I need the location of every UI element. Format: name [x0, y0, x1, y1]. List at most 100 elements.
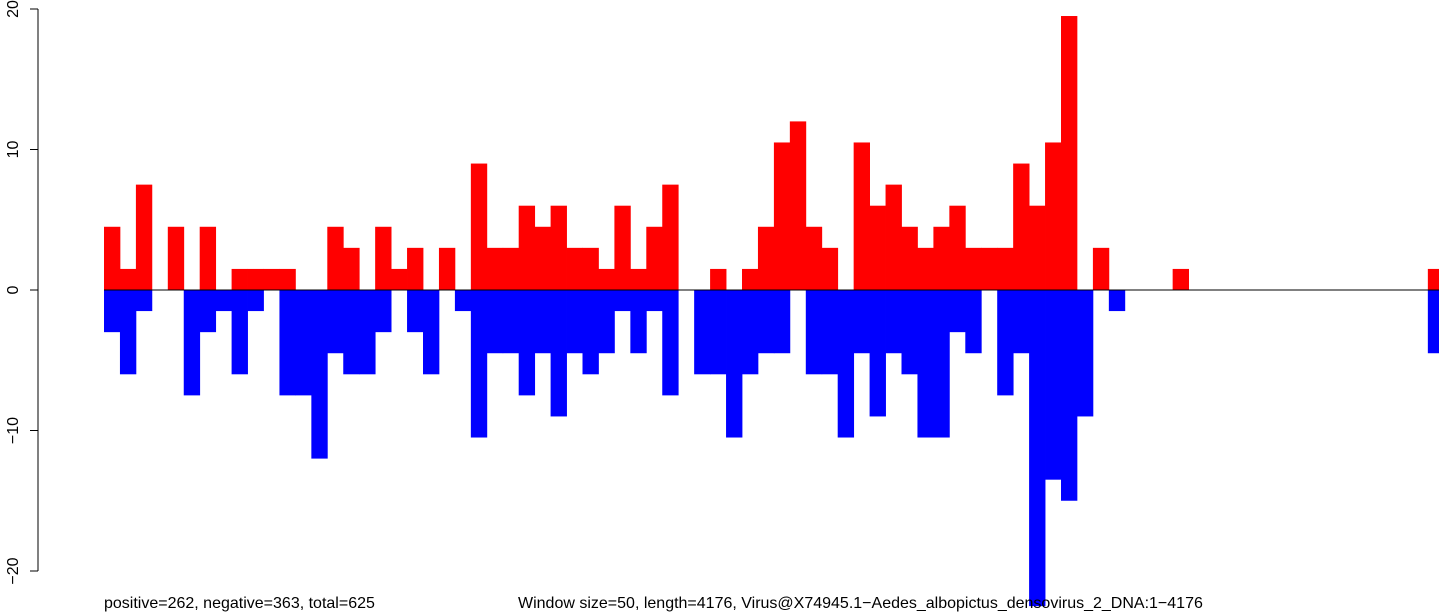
negative-bar-83 — [1427, 290, 1439, 354]
y-axis: 20 10 0 −10 −20 — [5, 0, 39, 585]
positive-bar-15 — [343, 247, 360, 290]
sequence-description: Window size=50, length=4176, Virus@X7494… — [518, 595, 1203, 612]
negative-bar-40 — [742, 290, 759, 375]
positive-bar-32 — [614, 205, 631, 290]
negative-bar-38 — [710, 290, 727, 375]
positive-bar-14 — [327, 226, 344, 290]
positive-bar-28 — [550, 205, 567, 290]
negative-bar-57 — [1013, 290, 1030, 354]
positive-bar-18 — [391, 268, 408, 290]
y-tick-label: 0 — [5, 285, 22, 294]
negative-bar-41 — [757, 290, 775, 354]
positive-bar-8 — [231, 268, 248, 290]
negative-bar-7 — [215, 290, 232, 312]
negative-bar-0 — [104, 290, 121, 333]
negative-bar-8 — [231, 290, 248, 375]
positive-bar-29 — [566, 247, 583, 290]
negative-bar-24 — [486, 290, 504, 354]
positive-bar-51 — [917, 247, 934, 290]
negative-bar-37 — [694, 290, 711, 375]
positive-bar-60 — [1061, 16, 1078, 291]
positive-bar-26 — [518, 205, 536, 290]
negative-bar-31 — [598, 290, 615, 354]
positive-bar-59 — [1045, 142, 1062, 290]
negative-bar-29 — [566, 290, 583, 354]
positive-bar-62 — [1092, 247, 1110, 290]
bars-layer — [104, 16, 1439, 607]
negative-bar-11 — [279, 290, 296, 396]
negative-bar-63 — [1108, 290, 1126, 312]
positive-bar-41 — [757, 226, 775, 290]
positive-bar-24 — [486, 247, 504, 290]
negative-bar-32 — [614, 290, 631, 312]
negative-bar-54 — [965, 290, 982, 354]
positive-bar-45 — [821, 247, 839, 290]
negative-bar-30 — [582, 290, 599, 375]
counts-summary: positive=262, negative=363, total=625 — [104, 595, 375, 612]
positive-bar-4 — [167, 226, 185, 290]
positive-bar-57 — [1013, 163, 1030, 290]
negative-bar-5 — [183, 290, 201, 396]
negative-bar-23 — [470, 290, 488, 438]
negative-bar-44 — [805, 290, 823, 375]
positive-bar-25 — [502, 247, 520, 290]
positive-bar-42 — [773, 142, 791, 290]
positive-bar-30 — [582, 247, 599, 290]
positive-bar-50 — [901, 226, 918, 290]
negative-bar-49 — [885, 290, 902, 354]
positive-bar-48 — [869, 205, 886, 290]
negative-bar-46 — [837, 290, 855, 438]
negative-bar-9 — [247, 290, 264, 312]
negative-bar-27 — [534, 290, 551, 354]
positive-bar-10 — [263, 268, 280, 290]
y-tick-label: −20 — [5, 557, 22, 584]
positive-bar-11 — [279, 268, 296, 290]
negative-bar-17 — [375, 290, 392, 333]
positive-bar-19 — [407, 247, 424, 290]
negative-bar-58 — [1029, 290, 1046, 607]
negative-bar-53 — [949, 290, 966, 333]
negative-bar-25 — [502, 290, 520, 354]
negative-bar-52 — [933, 290, 950, 438]
positive-bar-56 — [997, 247, 1014, 290]
negative-bar-28 — [550, 290, 567, 417]
positive-bar-1 — [119, 268, 137, 290]
positive-bar-23 — [470, 163, 488, 290]
negative-bar-13 — [311, 290, 328, 459]
negative-bar-1 — [119, 290, 137, 375]
positive-bar-21 — [438, 247, 456, 290]
positive-bar-35 — [662, 184, 679, 291]
negative-bar-61 — [1076, 290, 1094, 417]
positive-bar-43 — [789, 121, 807, 291]
negative-bar-47 — [853, 290, 870, 354]
y-tick-label: −10 — [5, 417, 22, 444]
negative-bar-45 — [821, 290, 839, 375]
positive-bar-54 — [965, 247, 982, 290]
negative-bar-16 — [359, 290, 376, 375]
positive-bar-2 — [135, 184, 153, 291]
negative-bar-6 — [199, 290, 217, 333]
negative-bar-39 — [726, 290, 743, 438]
negative-bar-48 — [869, 290, 886, 417]
positive-bar-58 — [1029, 205, 1046, 290]
negative-bar-14 — [327, 290, 344, 354]
negative-bar-19 — [407, 290, 424, 333]
positive-bar-27 — [534, 226, 551, 290]
positive-bar-67 — [1172, 268, 1189, 290]
positive-bar-9 — [247, 268, 264, 290]
negative-bar-12 — [295, 290, 312, 396]
negative-bar-22 — [454, 290, 472, 312]
negative-bar-56 — [997, 290, 1014, 396]
negative-bar-60 — [1061, 290, 1078, 501]
positive-bar-38 — [710, 268, 727, 290]
y-tick-label: 10 — [5, 141, 22, 159]
negative-bar-50 — [901, 290, 918, 375]
negative-bar-20 — [423, 290, 440, 375]
positive-bar-49 — [885, 184, 902, 291]
positive-bar-47 — [853, 142, 870, 290]
negative-bar-26 — [518, 290, 536, 396]
positive-bar-6 — [199, 226, 217, 290]
positive-bar-55 — [981, 247, 998, 290]
negative-bar-34 — [646, 290, 663, 312]
